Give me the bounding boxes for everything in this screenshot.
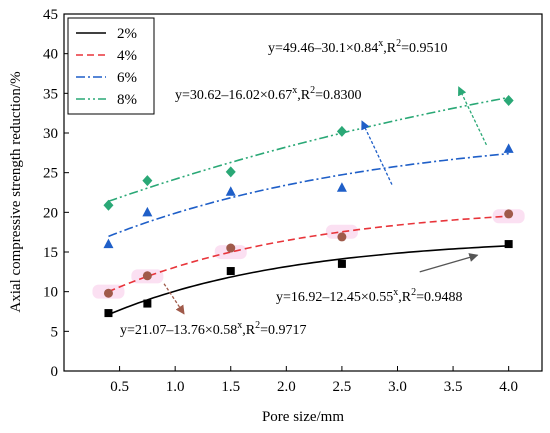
data-point-8pct — [336, 125, 347, 137]
data-point-8pct — [142, 175, 153, 187]
data-point-6pct — [103, 238, 114, 249]
data-point-6pct — [503, 143, 514, 153]
x-tick-label: 1.0 — [166, 379, 185, 395]
legend-label: 8% — [117, 92, 137, 108]
data-point-4pct — [337, 232, 347, 242]
annotation-arrow — [361, 120, 393, 185]
legend-label: 4% — [117, 48, 137, 64]
data-point-2pct — [504, 240, 513, 249]
x-axis-title: Pore size/mm — [262, 409, 344, 425]
data-markers — [103, 94, 514, 318]
annotation-arrow — [163, 283, 185, 315]
x-tick-label: 0.5 — [110, 379, 129, 395]
fit-curves — [108, 96, 509, 316]
legend: 2% 4% 6% 8% — [67, 17, 155, 115]
data-point-2pct — [226, 267, 235, 276]
y-tick-label: 0 — [51, 364, 59, 380]
y-tick-label: 15 — [43, 245, 58, 261]
legend-label: 2% — [117, 26, 137, 42]
data-point-4pct — [142, 271, 152, 281]
data-point-2pct — [143, 299, 152, 308]
annotation-arrows — [163, 86, 488, 315]
highlight-blob — [325, 224, 358, 239]
data-point-8pct — [225, 166, 236, 178]
y-tick-label: 25 — [43, 166, 58, 182]
data-point-6pct — [336, 182, 347, 192]
equation-6pct: y=30.62–16.02×0.67x,R2=0.8300 — [175, 85, 362, 103]
annotation-arrow — [419, 253, 479, 273]
data-point-2pct — [337, 259, 346, 268]
y-tick-label: 20 — [43, 205, 58, 221]
equation-8pct: y=49.46–30.1×0.84x,R2=0.9510 — [268, 38, 448, 56]
y-tick-label: 35 — [43, 86, 58, 102]
y-tick-label: 40 — [43, 47, 58, 63]
x-tick-label: 2.0 — [277, 379, 296, 395]
data-point-4pct — [226, 243, 236, 253]
x-tick-label: 3.0 — [388, 379, 407, 395]
data-point-2pct — [104, 309, 113, 318]
x-tick-label: 3.5 — [444, 379, 463, 395]
data-point-8pct — [103, 199, 114, 211]
highlight-blobs — [92, 209, 525, 299]
legend-box — [67, 17, 155, 115]
y-tick-label: 10 — [43, 285, 58, 301]
fit-curve-2pct — [108, 245, 509, 316]
plot-frame — [63, 13, 543, 372]
y-tick-label: 30 — [43, 126, 58, 142]
annotation-arrow — [458, 86, 488, 146]
axis-ticks: 0.5 1.0 1.5 2.0 2.5 3.0 3.5 4.0 0 5 10 15 20 25 30 35 40… — [43, 7, 518, 395]
equation-4pct: y=21.07–13.76×0.58x,R2=0.9717 — [120, 320, 307, 338]
data-point-8pct — [503, 94, 514, 106]
data-point-4pct — [103, 288, 113, 298]
x-tick-label: 2.5 — [333, 379, 352, 395]
data-point-6pct — [225, 186, 236, 196]
fit-curve-6pct — [108, 152, 509, 238]
equation-2pct: y=16.92–12.45×0.55x,R2=0.9488 — [276, 287, 463, 305]
data-point-4pct — [504, 209, 514, 219]
x-tick-label: 1.5 — [221, 379, 240, 395]
fit-curve-4pct — [108, 215, 509, 293]
y-tick-label: 5 — [51, 324, 59, 340]
y-axis-title: Axial compressive strength reduction/% — [8, 71, 24, 312]
legend-label: 6% — [117, 70, 137, 86]
fit-curve-8pct — [108, 96, 509, 203]
y-tick-label: 45 — [43, 7, 58, 23]
x-tick-label: 4.0 — [499, 379, 518, 395]
data-point-6pct — [142, 206, 153, 217]
